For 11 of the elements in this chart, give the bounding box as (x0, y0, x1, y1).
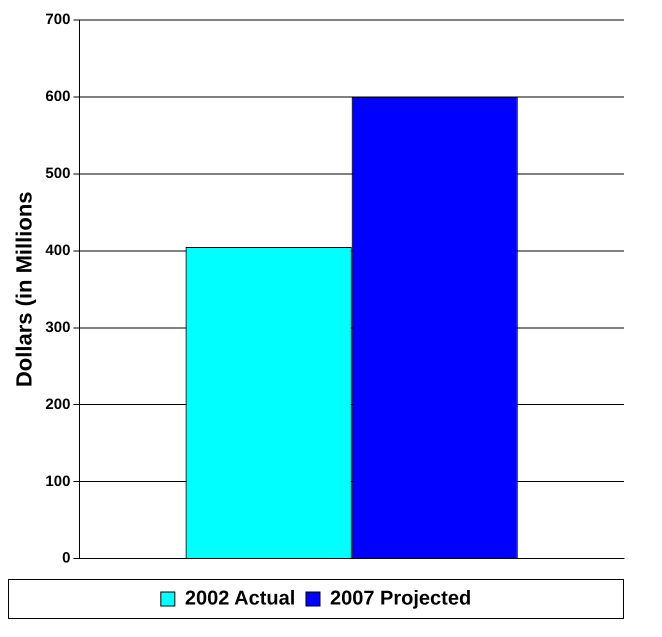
y-axis-title: Dollars (in Millions (11, 192, 36, 388)
y-tick-label: 500 (45, 165, 70, 182)
y-tick-label: 300 (45, 318, 70, 336)
legend-label: 2007 Projected (330, 588, 472, 610)
y-tick-label: 600 (45, 88, 70, 106)
y-tick-label: 700 (45, 11, 70, 28)
legend-label: 2002 Actual (184, 588, 296, 610)
y-tick-label: 400 (45, 242, 70, 259)
y-tick-label: 100 (45, 472, 70, 490)
y-tick-label: 0 (62, 550, 70, 567)
y-tick-label: 200 (45, 396, 70, 413)
